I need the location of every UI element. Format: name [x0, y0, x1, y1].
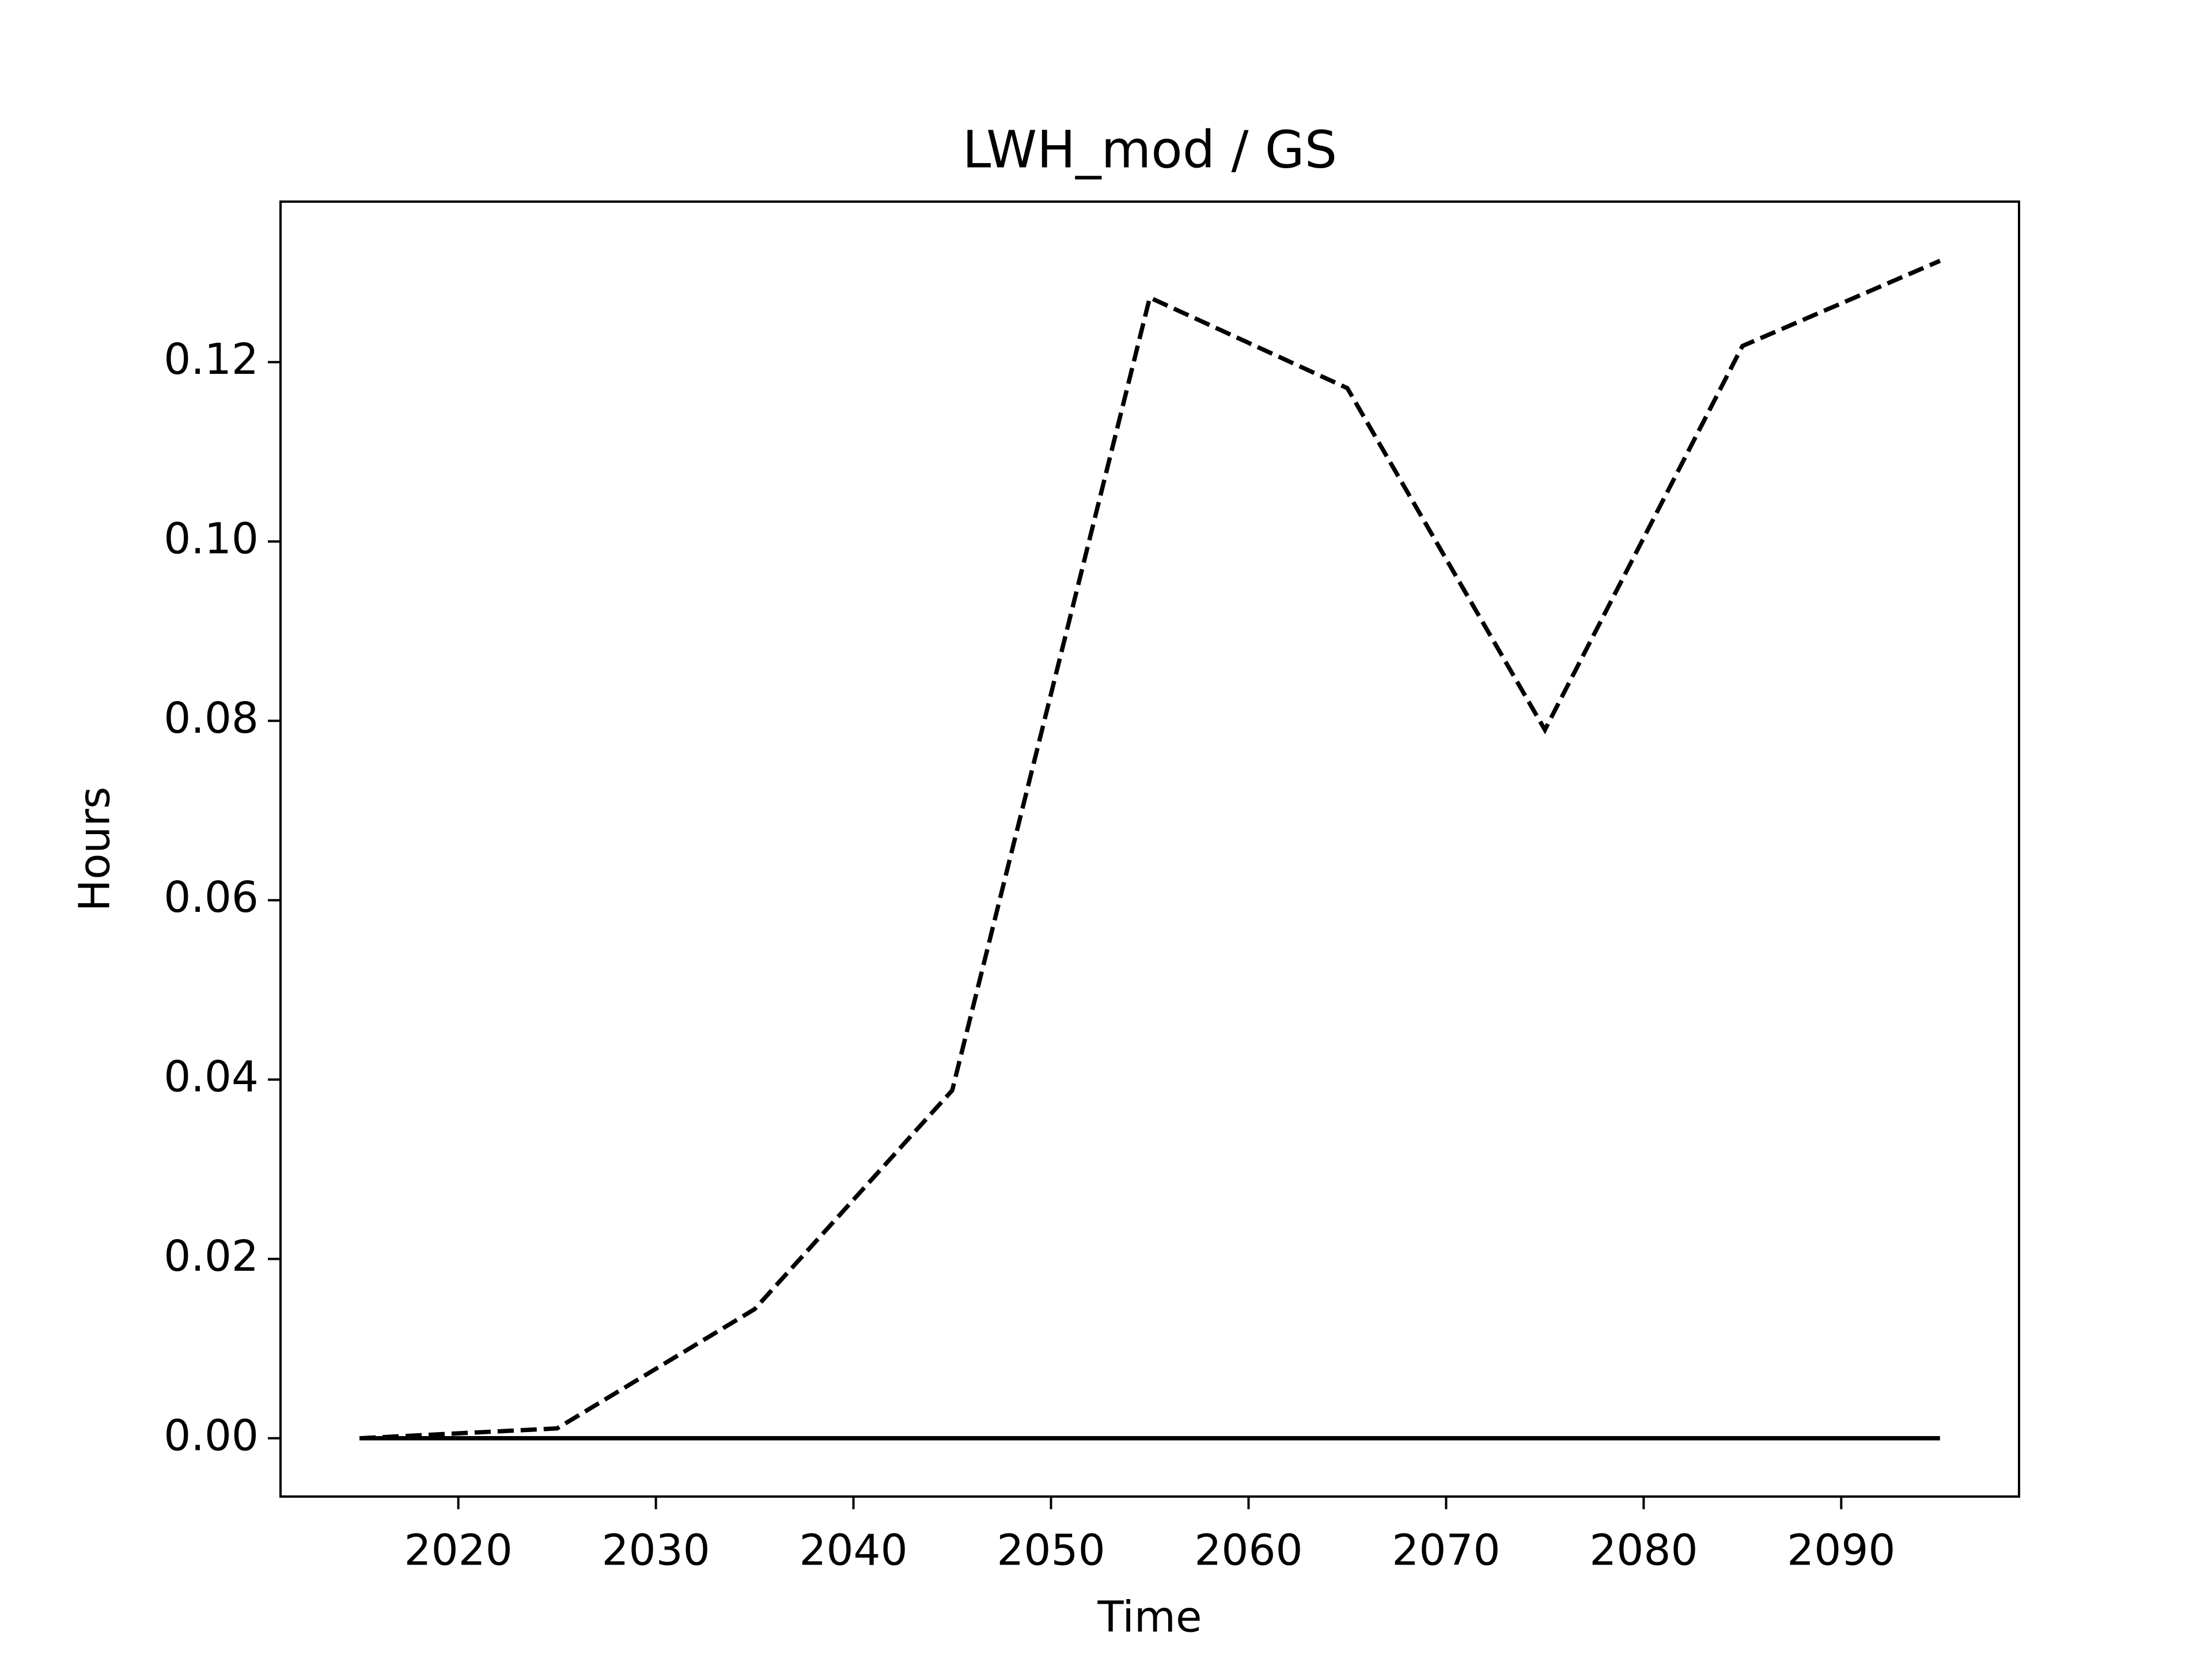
- x-tick-label: 2020: [404, 1526, 512, 1575]
- x-tick-label: 2070: [1392, 1526, 1500, 1575]
- y-tick-label: 0.12: [164, 335, 259, 384]
- x-tick-label: 2060: [1194, 1526, 1302, 1575]
- x-tick-label: 2030: [601, 1526, 710, 1575]
- x-axis-label: Time: [1097, 1593, 1202, 1642]
- x-tick-label: 2080: [1589, 1526, 1698, 1575]
- y-tick-label: 0.04: [164, 1052, 259, 1102]
- x-tick-label: 2090: [1787, 1526, 1895, 1575]
- y-axis-label: Hours: [70, 787, 120, 912]
- chart-title: LWH_mod / GS: [963, 119, 1338, 179]
- x-tick-label: 2050: [997, 1526, 1105, 1575]
- y-tick-label: 0.06: [164, 873, 259, 922]
- y-tick-label: 0.08: [164, 694, 259, 743]
- plot-frame: [279, 200, 2020, 1498]
- y-tick-label: 0.00: [164, 1411, 259, 1460]
- y-tick-label: 0.02: [164, 1232, 259, 1281]
- x-tick-label: 2040: [799, 1526, 907, 1575]
- y-tick-label: 0.10: [164, 514, 259, 564]
